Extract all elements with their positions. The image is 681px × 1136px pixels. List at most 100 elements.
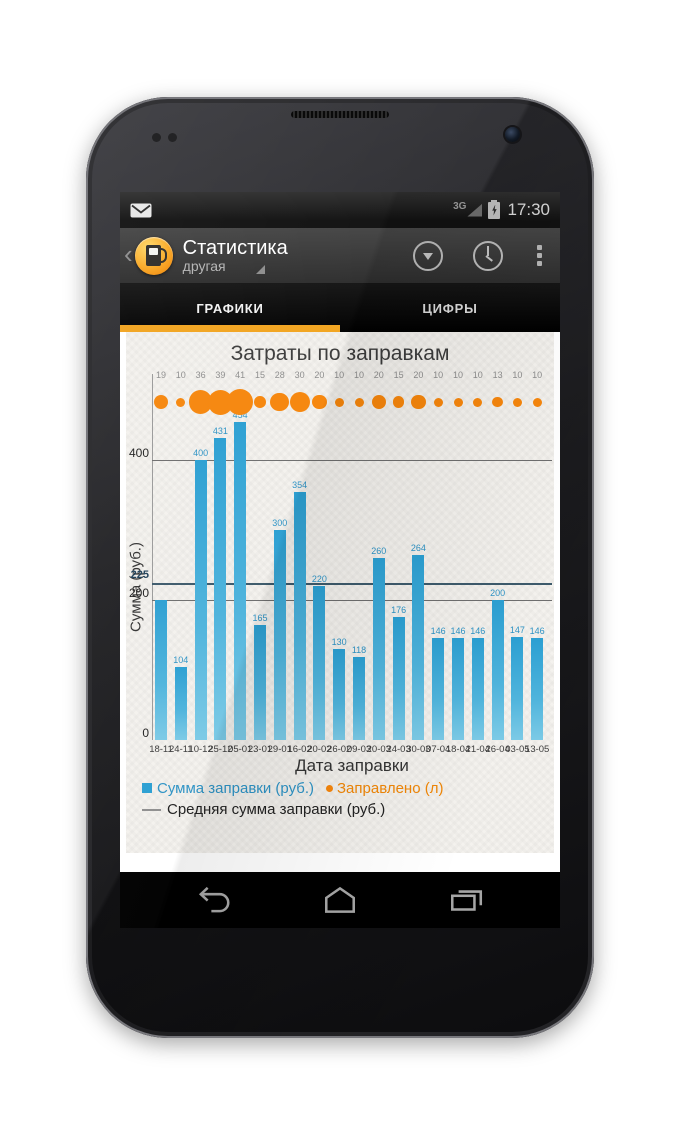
- liters-value-label: 20: [314, 370, 325, 380]
- legend-bar-marker: [142, 783, 152, 793]
- liters-value-label: 39: [215, 370, 226, 380]
- page-title: Статистика: [182, 237, 288, 259]
- bar: [174, 667, 187, 740]
- liters-value-label: 19: [155, 370, 166, 380]
- tab-numbers-label: ЦИФРЫ: [422, 300, 478, 316]
- bar: [491, 600, 504, 740]
- average-line-label: 225: [130, 569, 149, 581]
- collapse-dropdown-button[interactable]: [413, 240, 443, 271]
- clock-icon: [475, 243, 501, 269]
- x-date-label: 20-03: [366, 744, 391, 755]
- x-date-label: 16-02: [287, 744, 312, 755]
- bar: [412, 555, 425, 740]
- y-axis-line: [152, 374, 153, 740]
- title-spinner[interactable]: Статистика другая: [183, 237, 288, 274]
- liters-bubble: [532, 397, 542, 407]
- legend-line-marker: [142, 809, 161, 812]
- front-camera: [505, 127, 520, 142]
- message-icon: [130, 203, 152, 217]
- bar: [432, 638, 445, 740]
- bar: [333, 649, 346, 740]
- liters-bubble: [411, 394, 426, 410]
- x-date-label: 23-01: [247, 744, 273, 755]
- liters-bubble: [176, 397, 186, 407]
- liters-value-label: 36: [195, 370, 206, 380]
- network-type-label: 3G: [453, 200, 467, 212]
- bar: [392, 617, 405, 740]
- liters-bubble: [154, 395, 168, 409]
- x-date-label: 20-02: [307, 744, 332, 755]
- bar-value-label: 264: [410, 543, 426, 553]
- liters-value-label: 30: [294, 370, 305, 380]
- up-navigation-button[interactable]: ‹: [122, 236, 173, 275]
- bar: [234, 422, 247, 740]
- bar: [194, 460, 207, 740]
- liters-value-label: 41: [235, 370, 246, 380]
- liters-value-label: 10: [512, 370, 523, 380]
- y-tick-label: 400: [128, 446, 149, 460]
- x-date-label: 30-03: [406, 744, 431, 755]
- liters-bubble: [334, 397, 344, 407]
- bar: [372, 558, 385, 740]
- clock-time: 17:30: [507, 200, 550, 219]
- bar-value-label: 431: [212, 426, 228, 436]
- liters-value-label: 10: [433, 370, 444, 380]
- back-icon: [198, 886, 230, 913]
- tab-graphs[interactable]: ГРАФИКИ: [120, 284, 340, 332]
- history-button[interactable]: [473, 240, 503, 271]
- bar: [273, 530, 286, 740]
- y-tick-label: 200: [128, 586, 149, 600]
- legend-bubble-label: Заправлено (л): [337, 780, 444, 797]
- back-button[interactable]: [195, 884, 233, 916]
- legend-bubble-marker: [326, 785, 333, 792]
- bar-value-label: 354: [292, 480, 308, 490]
- x-date-label: 10-12: [188, 744, 213, 755]
- liters-bubble: [392, 396, 405, 408]
- proximity-sensor: [152, 133, 161, 142]
- liters-bubble: [473, 397, 483, 407]
- x-date-label: 18-11: [149, 744, 173, 755]
- screen: 3G 17:30 ‹ Статистика другая: [120, 192, 560, 928]
- legend-row-2: Средняя сумма заправки (руб.): [142, 799, 443, 820]
- legend-line-label: Средняя сумма заправки (руб.): [167, 801, 386, 818]
- bar: [353, 657, 365, 740]
- liters-bubble: [492, 396, 503, 408]
- home-button[interactable]: [321, 884, 359, 916]
- gridline-400: [152, 460, 552, 461]
- home-icon: [325, 886, 355, 913]
- x-date-label: 29-01: [267, 744, 292, 755]
- liters-value-label: 10: [353, 370, 364, 380]
- recents-button[interactable]: [447, 884, 485, 916]
- bar: [452, 638, 464, 740]
- x-date-label: 07-04: [426, 744, 451, 755]
- status-bar: 3G 17:30: [120, 192, 560, 228]
- liters-bubble: [270, 392, 290, 412]
- bar-value-label: 146: [430, 626, 446, 636]
- bar: [214, 438, 227, 740]
- liters-bubble: [312, 394, 327, 410]
- liters-bubble: [371, 394, 387, 410]
- tab-numbers[interactable]: ЦИФРЫ: [340, 284, 560, 332]
- bar-value-label: 146: [470, 626, 486, 636]
- liters-value-label: 10: [334, 370, 345, 380]
- liters-bubble: [227, 389, 254, 416]
- signal-strength-icon: [467, 203, 483, 217]
- back-chevron-icon: ‹: [124, 238, 133, 269]
- liters-value-label: 10: [532, 370, 543, 380]
- navigation-bar: [120, 872, 560, 928]
- liters-bubble: [188, 390, 213, 414]
- liters-value-label: 28: [274, 370, 285, 380]
- page-subtitle: другая: [182, 258, 226, 274]
- x-date-label: 18-04: [445, 744, 471, 755]
- fuel-pump-icon: [146, 245, 168, 266]
- x-axis-label: Дата заправки: [295, 756, 409, 775]
- x-date-label: 03-05: [505, 744, 530, 755]
- liters-bubble: [254, 396, 266, 408]
- chart-legend: Сумма заправки (руб.) Заправлено (л) Сред…: [142, 778, 443, 820]
- liters-value-label: 10: [472, 370, 483, 380]
- app-icon: [134, 236, 173, 275]
- liters-value-label: 15: [254, 370, 265, 380]
- phone-frame: 3G 17:30 ‹ Статистика другая: [86, 97, 594, 1038]
- bar-value-label: 300: [272, 518, 288, 528]
- overflow-menu-button[interactable]: [533, 243, 546, 268]
